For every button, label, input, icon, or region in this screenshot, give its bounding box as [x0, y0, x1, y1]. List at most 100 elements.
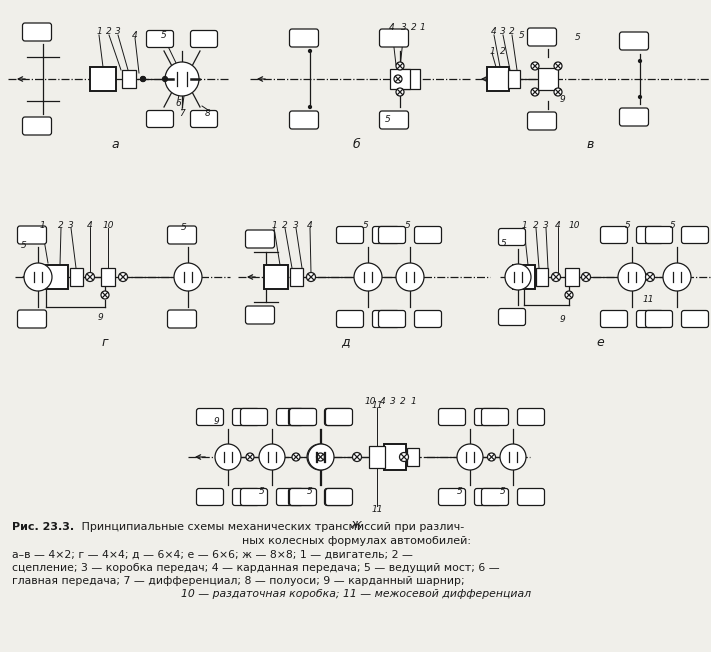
Bar [508, 70, 520, 88]
Bar [264, 265, 288, 289]
Bar [173, 74, 191, 83]
FancyBboxPatch shape [326, 409, 353, 426]
FancyBboxPatch shape [646, 310, 673, 327]
Text: 4: 4 [389, 23, 395, 31]
FancyBboxPatch shape [415, 310, 442, 327]
FancyBboxPatch shape [18, 310, 46, 328]
Circle shape [565, 291, 573, 299]
Text: 5: 5 [625, 220, 631, 230]
Circle shape [531, 88, 539, 96]
FancyBboxPatch shape [336, 310, 363, 327]
Bar [315, 454, 327, 460]
FancyBboxPatch shape [289, 409, 316, 426]
Text: 1: 1 [410, 398, 416, 406]
Bar [390, 69, 410, 89]
Bar [487, 67, 509, 91]
Text: 2: 2 [500, 46, 506, 55]
FancyBboxPatch shape [380, 111, 409, 129]
Text: 5: 5 [457, 488, 463, 497]
Bar [404, 273, 417, 280]
Text: 4: 4 [491, 27, 497, 37]
Text: 6: 6 [175, 98, 181, 108]
Circle shape [400, 452, 409, 462]
FancyBboxPatch shape [601, 310, 628, 327]
Circle shape [174, 263, 202, 291]
Circle shape [141, 76, 146, 82]
Circle shape [309, 106, 311, 108]
FancyBboxPatch shape [518, 488, 545, 505]
Text: 3: 3 [115, 27, 121, 37]
FancyBboxPatch shape [373, 310, 400, 327]
Text: е: е [596, 336, 604, 349]
Text: 1: 1 [39, 220, 45, 230]
Text: б: б [352, 138, 360, 151]
FancyBboxPatch shape [168, 310, 196, 328]
FancyBboxPatch shape [378, 310, 405, 327]
FancyBboxPatch shape [289, 111, 319, 129]
FancyBboxPatch shape [232, 409, 260, 426]
FancyBboxPatch shape [196, 409, 223, 426]
Text: 3: 3 [543, 220, 549, 230]
Text: 11: 11 [371, 400, 383, 409]
Text: сцепление; 3 — коробка передач; 4 — карданная передача; 5 — ведущий мост; 6 —: сцепление; 3 — коробка передач; 4 — кард… [12, 563, 500, 573]
Text: 11: 11 [642, 295, 653, 303]
Circle shape [663, 263, 691, 291]
FancyBboxPatch shape [289, 488, 316, 505]
FancyBboxPatch shape [196, 488, 223, 505]
Text: 7: 7 [179, 108, 185, 117]
Circle shape [85, 273, 95, 282]
Text: 5: 5 [385, 115, 391, 123]
Text: 9: 9 [559, 95, 565, 104]
FancyBboxPatch shape [277, 409, 304, 426]
Text: 4: 4 [555, 220, 561, 230]
FancyBboxPatch shape [277, 488, 304, 505]
FancyBboxPatch shape [232, 488, 260, 505]
FancyBboxPatch shape [528, 28, 557, 46]
Circle shape [101, 291, 109, 299]
Circle shape [457, 444, 483, 470]
Bar [384, 444, 406, 470]
Circle shape [308, 444, 334, 470]
FancyBboxPatch shape [326, 488, 353, 505]
Circle shape [163, 76, 168, 82]
Text: в: в [587, 138, 594, 151]
Circle shape [141, 76, 146, 82]
FancyBboxPatch shape [146, 31, 173, 48]
FancyBboxPatch shape [23, 23, 51, 41]
Text: 2: 2 [533, 220, 539, 230]
Text: 3: 3 [293, 220, 299, 230]
Bar [536, 268, 548, 286]
FancyBboxPatch shape [240, 488, 267, 505]
Circle shape [396, 88, 404, 96]
Text: 2: 2 [400, 398, 406, 406]
Bar [44, 265, 68, 289]
Text: 4: 4 [380, 398, 386, 406]
Bar [90, 67, 116, 91]
Text: 5: 5 [501, 239, 507, 248]
Text: 5: 5 [575, 33, 581, 42]
FancyBboxPatch shape [474, 488, 501, 505]
FancyBboxPatch shape [289, 488, 316, 505]
FancyBboxPatch shape [18, 226, 46, 244]
FancyBboxPatch shape [439, 409, 466, 426]
Text: 10 — раздаточная коробка; 11 — межосевой дифференциал: 10 — раздаточная коробка; 11 — межосевой… [181, 589, 531, 599]
FancyBboxPatch shape [245, 306, 274, 324]
Bar [407, 448, 419, 466]
Text: 9: 9 [213, 417, 219, 426]
Text: 2: 2 [282, 220, 288, 230]
Text: 5: 5 [519, 31, 525, 40]
Circle shape [505, 264, 531, 290]
Text: а: а [111, 138, 119, 151]
Bar [565, 268, 579, 286]
FancyBboxPatch shape [245, 230, 274, 248]
FancyBboxPatch shape [498, 228, 525, 246]
Bar [507, 454, 519, 460]
Text: 3: 3 [390, 398, 396, 406]
Text: 5: 5 [500, 488, 506, 497]
Circle shape [552, 273, 560, 282]
FancyBboxPatch shape [636, 226, 663, 243]
Bar [464, 454, 476, 460]
Text: 1: 1 [271, 220, 277, 230]
Text: 2: 2 [411, 23, 417, 31]
Circle shape [554, 88, 562, 96]
